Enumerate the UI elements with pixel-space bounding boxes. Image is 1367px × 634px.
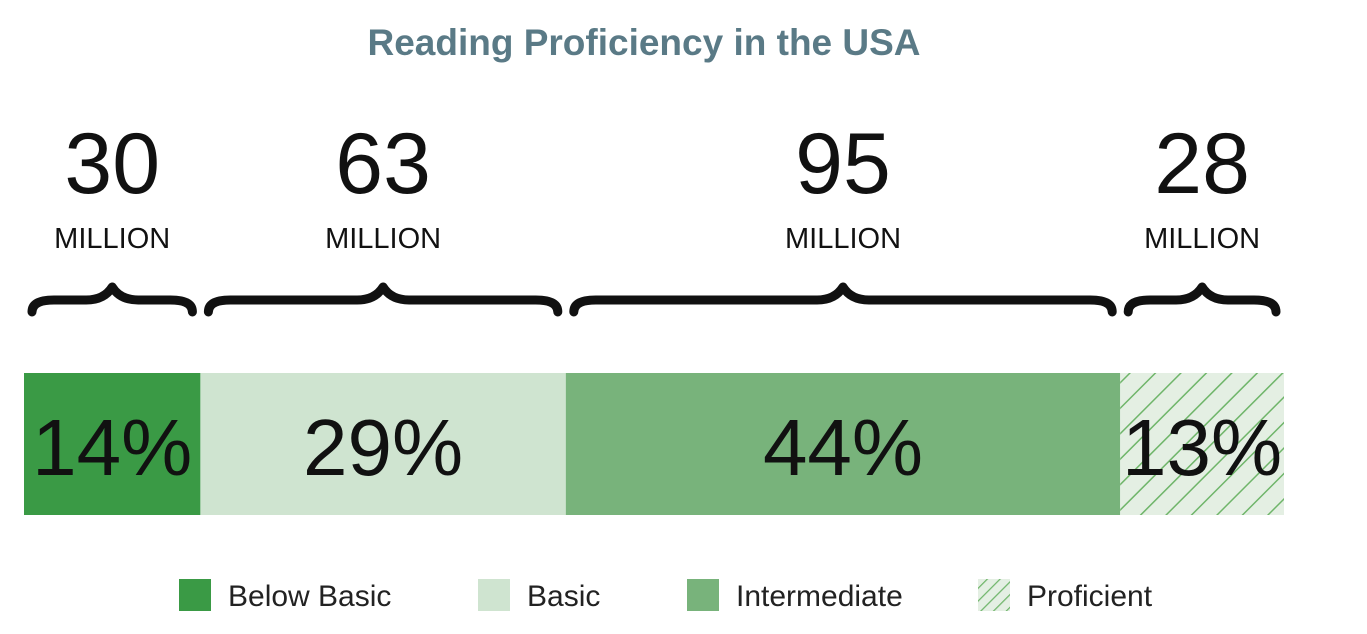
count-unit-proficient: MILLION	[1144, 223, 1260, 255]
bar-label-proficient: 13%	[1122, 403, 1282, 492]
legend-swatch-below-basic	[179, 579, 211, 611]
legend-label-below-basic: Below Basic	[228, 580, 391, 613]
legend-swatch-proficient	[978, 579, 1010, 611]
count-proficient: 28	[1154, 116, 1250, 212]
brace-proficient	[1123, 282, 1281, 317]
legend-label-intermediate: Intermediate	[736, 580, 903, 613]
legend-label-basic: Basic	[527, 580, 600, 613]
count-basic: 63	[335, 116, 431, 212]
bar-basic	[200, 373, 566, 515]
brace-below-basic	[27, 282, 197, 317]
count-unit-below-basic: MILLION	[54, 223, 170, 255]
legend-swatch-intermediate	[687, 579, 719, 611]
count-unit-basic: MILLION	[325, 223, 441, 255]
bar-below-basic	[24, 373, 201, 515]
count-unit-intermediate: MILLION	[785, 223, 901, 255]
legend-label-proficient: Proficient	[1027, 580, 1153, 613]
bar-proficient	[1120, 373, 1284, 515]
legend-swatch-basic	[478, 579, 510, 611]
brace-intermediate	[569, 282, 1117, 317]
chart-title: Reading Proficiency in the USA	[367, 22, 920, 63]
bar-label-intermediate: 44%	[763, 403, 923, 492]
count-below-basic: 30	[64, 116, 160, 212]
bar-intermediate	[565, 373, 1121, 515]
bar-label-below-basic: 14%	[32, 403, 192, 492]
count-intermediate: 95	[795, 116, 891, 212]
bar-label-basic: 29%	[303, 403, 463, 492]
brace-basic	[203, 282, 563, 317]
